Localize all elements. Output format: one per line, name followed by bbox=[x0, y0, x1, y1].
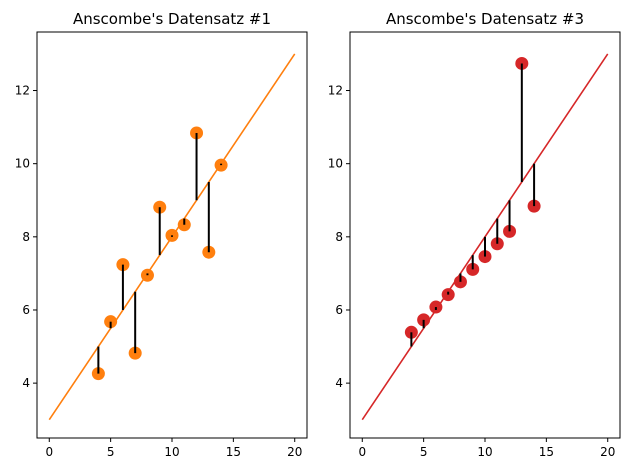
x-tick-label: 20 bbox=[287, 445, 302, 459]
x-tick-label: 10 bbox=[477, 445, 492, 459]
x-tick-label: 15 bbox=[226, 445, 241, 459]
y-tick-label: 12 bbox=[15, 84, 30, 98]
x-tick-label: 0 bbox=[45, 445, 53, 459]
y-tick-label: 6 bbox=[335, 303, 343, 317]
x-tick-label: 5 bbox=[420, 445, 428, 459]
x-tick-label: 15 bbox=[539, 445, 554, 459]
y-tick-label: 8 bbox=[22, 230, 30, 244]
y-tick-label: 4 bbox=[22, 376, 30, 390]
chart-panel-2: Anscombe's Datensatz #3 0 5 10 15 20 4 6 8 10 12 bbox=[328, 10, 621, 459]
y-tick-label: 8 bbox=[335, 230, 343, 244]
x-tick-label: 20 bbox=[600, 445, 615, 459]
x-tick-label: 5 bbox=[107, 445, 115, 459]
chart-title: Anscombe's Datensatz #3 bbox=[386, 10, 584, 28]
y-tick-label: 12 bbox=[328, 84, 343, 98]
x-tick-label: 10 bbox=[164, 445, 179, 459]
y-tick-label: 10 bbox=[15, 157, 30, 171]
chart-panel-1: Anscombe's Datensatz #1 0 5 10 15 20 4 6 8 10 12 bbox=[15, 10, 308, 459]
y-tick-label: 4 bbox=[335, 376, 343, 390]
y-tick-label: 10 bbox=[328, 157, 343, 171]
y-tick-label: 6 bbox=[22, 303, 30, 317]
x-tick-label: 0 bbox=[358, 445, 366, 459]
chart-title: Anscombe's Datensatz #1 bbox=[73, 10, 271, 28]
